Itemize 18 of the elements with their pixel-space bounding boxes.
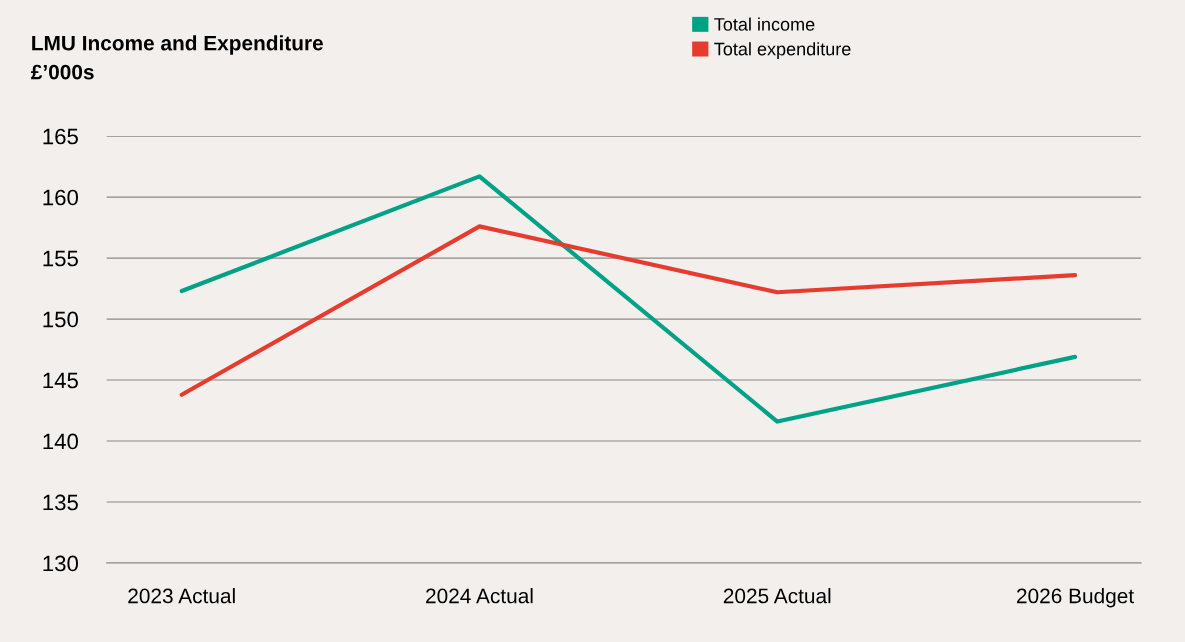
y-axis-title: £’000s xyxy=(31,64,94,80)
y-tick-label: 135 xyxy=(43,494,78,511)
y-tick-label: 165 xyxy=(43,128,78,145)
y-tick-label: 130 xyxy=(43,555,79,572)
y-tick-label: 150 xyxy=(43,311,79,328)
y-tick-label: 145 xyxy=(43,372,78,389)
x-tick-label: 2024 Actual xyxy=(426,588,533,604)
y-tick-label: 155 xyxy=(43,250,78,267)
x-tick-label: 2026 Budget xyxy=(1017,588,1134,608)
legend-label: Total expenditure xyxy=(714,42,851,60)
y-tick-label: 160 xyxy=(43,189,79,206)
chart-title: LMU Income and Expenditure xyxy=(32,35,323,55)
line-series xyxy=(179,224,1078,397)
line-series xyxy=(179,174,1078,424)
x-tick-label: 2025 Actual xyxy=(723,588,831,604)
legend-label: Total income xyxy=(714,17,815,31)
x-tick-label: 2023 Actual xyxy=(128,588,235,604)
y-tick-label: 140 xyxy=(43,433,79,450)
